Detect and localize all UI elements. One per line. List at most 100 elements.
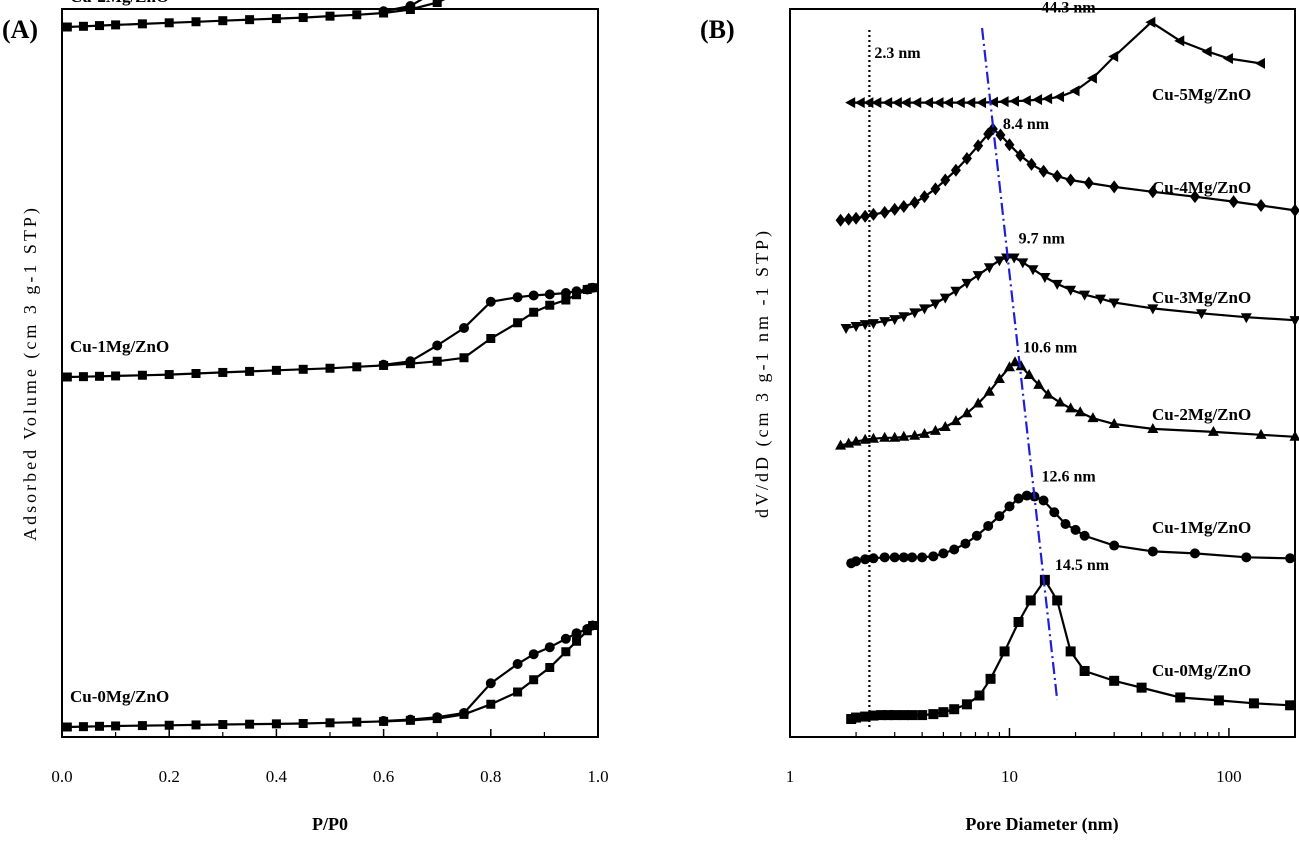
panel-b-y-axis-title: dV/dD (cm 3 g-1 nm -1 STP) bbox=[752, 228, 773, 518]
adsorption-point bbox=[192, 720, 201, 729]
adsorption-point bbox=[486, 334, 495, 343]
desorption-point bbox=[405, 715, 415, 725]
data-point bbox=[1214, 695, 1224, 705]
panel-b-x-tick-label: 100 bbox=[1216, 767, 1242, 786]
adsorption-point bbox=[79, 722, 88, 731]
data-point bbox=[1032, 94, 1042, 105]
panel-b-series-label-cu-1mg-zno: Cu-1Mg/ZnO bbox=[1152, 518, 1251, 537]
adsorption-point bbox=[352, 10, 361, 19]
desorption-point bbox=[513, 659, 523, 669]
data-point bbox=[1000, 646, 1010, 656]
panel-b-plot bbox=[835, 17, 1299, 724]
adsorption-point bbox=[545, 663, 554, 672]
data-point bbox=[1027, 265, 1038, 275]
data-point bbox=[1004, 501, 1014, 511]
desorption-point bbox=[572, 628, 582, 638]
adsorption-point bbox=[529, 675, 538, 684]
adsorption-point bbox=[272, 14, 281, 23]
distribution-line-cu-2mg-zno bbox=[841, 362, 1295, 445]
desorption-point bbox=[379, 6, 389, 16]
data-point bbox=[1066, 174, 1076, 187]
adsorption-point bbox=[165, 370, 174, 379]
series-cu-0mg-zno bbox=[63, 621, 598, 732]
data-point bbox=[890, 710, 900, 720]
desorption-point bbox=[582, 624, 592, 634]
data-point bbox=[1229, 195, 1239, 208]
adsorption-point bbox=[218, 368, 227, 377]
data-point bbox=[1026, 158, 1036, 171]
adsorption-point bbox=[326, 364, 335, 373]
data-point bbox=[880, 552, 890, 562]
desorption-point bbox=[529, 649, 539, 659]
data-point bbox=[1223, 53, 1233, 64]
data-point bbox=[890, 203, 900, 216]
panel-b-series-label-cu-2mg-zno: Cu-2Mg/ZnO bbox=[1152, 405, 1251, 424]
panel-b: (B) Pore Diameter (nm) dV/dD (cm 3 g-1 n… bbox=[700, 0, 1299, 835]
annotation-peak-9-7-nm: 9.7 nm bbox=[1019, 230, 1066, 247]
data-point bbox=[907, 710, 917, 720]
series-cu-2mg-zno bbox=[835, 356, 1299, 449]
data-point bbox=[1285, 553, 1295, 563]
data-point bbox=[974, 691, 984, 701]
series-cu-4mg-zno bbox=[836, 123, 1299, 227]
panel-b-x-axis-title: Pore Diameter (nm) bbox=[965, 814, 1118, 835]
adsorption-point bbox=[299, 365, 308, 374]
panel-b-x-tick-label: 1 bbox=[786, 767, 795, 786]
data-point bbox=[907, 552, 917, 562]
adsorption-point bbox=[79, 372, 88, 381]
panel-b-series-label-cu-3mg-zno: Cu-3Mg/ZnO bbox=[1152, 288, 1251, 307]
adsorption-point bbox=[433, 357, 442, 366]
data-point bbox=[950, 415, 961, 425]
data-point bbox=[1202, 46, 1212, 57]
data-point bbox=[986, 674, 996, 684]
adsorption-point bbox=[561, 647, 570, 656]
data-point bbox=[949, 544, 959, 554]
data-point bbox=[1049, 507, 1059, 517]
annotation-peak-8-4-nm: 8.4 nm bbox=[1003, 116, 1050, 133]
data-point bbox=[1109, 541, 1119, 551]
data-point bbox=[928, 551, 938, 561]
adsorption-point bbox=[245, 720, 254, 729]
data-point bbox=[855, 97, 865, 108]
adsorption-point bbox=[138, 19, 147, 28]
adsorption-point bbox=[513, 688, 522, 697]
data-point bbox=[994, 511, 1004, 521]
panel-a-x-tick-label: 0.2 bbox=[159, 767, 180, 786]
panel-a-plot bbox=[63, 0, 598, 732]
adsorption-point bbox=[111, 20, 120, 29]
data-point bbox=[983, 521, 993, 531]
data-point bbox=[1052, 595, 1062, 605]
adsorption-point bbox=[486, 700, 495, 709]
adsorption-point bbox=[63, 723, 72, 732]
desorption-point bbox=[432, 712, 442, 722]
data-point bbox=[1255, 58, 1265, 69]
data-point bbox=[1285, 700, 1295, 710]
data-point bbox=[938, 548, 948, 558]
adsorption-point bbox=[79, 22, 88, 31]
data-point bbox=[1290, 204, 1299, 217]
data-point bbox=[880, 206, 890, 219]
adsorption-point bbox=[218, 720, 227, 729]
adsorption-point bbox=[95, 372, 104, 381]
panel-a-x-tick-label: 0.0 bbox=[51, 767, 72, 786]
data-point bbox=[919, 190, 929, 203]
panel-b-series-labels: Cu-0Mg/ZnOCu-1Mg/ZnOCu-2Mg/ZnOCu-3Mg/ZnO… bbox=[1152, 85, 1251, 680]
adsorption-point bbox=[272, 719, 281, 728]
panel-a-series-labels: Cu-0Mg/ZnOCu-1Mg/ZnOCu-2Mg/ZnOCu-3Mg/ZnO… bbox=[70, 0, 169, 706]
data-point bbox=[890, 552, 900, 562]
adsorption-point bbox=[299, 719, 308, 728]
data-point bbox=[994, 256, 1005, 266]
data-point bbox=[901, 97, 911, 108]
adsorption-point bbox=[529, 308, 538, 317]
data-point bbox=[923, 97, 933, 108]
data-point bbox=[882, 97, 892, 108]
data-point bbox=[1039, 495, 1049, 505]
adsorption-point bbox=[299, 13, 308, 22]
adsorption-point bbox=[138, 721, 147, 730]
adsorption-point bbox=[138, 371, 147, 380]
panel-a-y-axis-title: Adsorbed Volume (cm 3 g-1 STP) bbox=[20, 205, 41, 541]
data-point bbox=[999, 96, 1009, 107]
desorption-point bbox=[545, 289, 555, 299]
